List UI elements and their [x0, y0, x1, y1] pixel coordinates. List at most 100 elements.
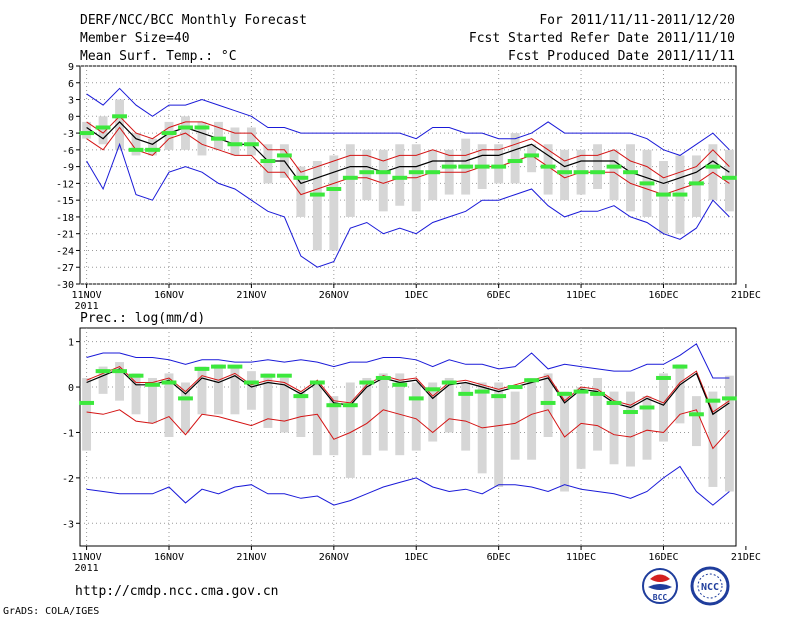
obs-marker — [95, 369, 111, 374]
obs-marker — [540, 400, 556, 405]
spread-bar — [691, 155, 701, 217]
x-tick-label: 11DEC — [566, 552, 596, 563]
x-tick-sublabel: 2011 — [75, 301, 99, 312]
obs-marker — [260, 159, 276, 164]
y-tick-label: -3 — [62, 519, 74, 530]
x-tick-label: 11DEC — [566, 290, 596, 301]
spread-bar — [131, 373, 141, 415]
obs-marker — [326, 403, 342, 408]
y-tick-label: -27 — [56, 263, 74, 274]
spread-bar — [659, 161, 668, 234]
obs-marker — [194, 125, 210, 130]
x-tick-label: 21DEC — [731, 290, 761, 301]
spread-bar — [296, 391, 306, 437]
plot-frame — [79, 327, 737, 547]
spread-bar — [378, 149, 388, 212]
spread-bar — [626, 391, 635, 467]
obs-marker — [425, 170, 441, 175]
obs-marker — [458, 164, 474, 169]
obs-marker — [227, 142, 243, 147]
obs-marker — [359, 170, 375, 175]
y-tick-label: -3 — [62, 129, 74, 140]
precip-variable-label: Prec.: log(mm/d) — [80, 311, 205, 326]
obs-marker — [474, 164, 490, 169]
source-url: http://cmdp.ncc.cma.gov.cn — [75, 584, 279, 599]
min-line — [86, 142, 730, 268]
obs-marker — [491, 394, 507, 399]
spread-bar — [411, 382, 421, 451]
spread-bar — [329, 396, 339, 456]
x-tick-sublabel: 2011 — [75, 563, 99, 574]
obs-marker — [623, 170, 638, 175]
spread-bar — [510, 133, 520, 184]
x-tick-label: 11NOV — [72, 552, 102, 563]
x-tick-label: 11NOV — [72, 290, 102, 301]
spread-bar — [626, 144, 635, 212]
spread-bar — [345, 144, 355, 217]
obs-marker — [161, 380, 177, 385]
spread-bar — [246, 371, 256, 410]
spread-bar — [246, 127, 256, 156]
obs-marker — [293, 394, 309, 399]
spread-bar — [510, 391, 520, 460]
spread-bar — [98, 116, 108, 145]
obs-marker — [128, 373, 144, 378]
mean-line — [86, 121, 730, 185]
obs-marker — [227, 364, 243, 369]
obs-marker — [161, 131, 177, 136]
spread-bar — [181, 382, 190, 433]
obs-marker — [145, 382, 160, 387]
spread-bar — [82, 121, 92, 139]
y-tick-label: 0 — [68, 383, 74, 394]
obs-marker — [276, 373, 292, 378]
spread-bar — [164, 373, 174, 437]
spread-bar — [362, 149, 372, 201]
spread-bar — [378, 373, 388, 451]
obs-marker — [721, 396, 737, 401]
obs-marker — [606, 164, 622, 169]
obs-marker — [375, 170, 391, 175]
lower-line — [86, 126, 730, 196]
spread-bar — [115, 362, 125, 401]
obs-marker — [721, 175, 737, 180]
obs-marker — [112, 369, 127, 374]
spread-bar — [98, 366, 108, 394]
y-tick-label: -15 — [56, 196, 74, 207]
min-line — [86, 465, 730, 506]
spread-bar — [724, 149, 734, 212]
y-tick-label: 0 — [68, 112, 74, 123]
spread-bar — [659, 373, 668, 442]
obs-marker — [573, 170, 589, 175]
y-tick-label: -18 — [56, 213, 74, 224]
spread-bar — [428, 149, 438, 201]
obs-marker — [309, 380, 325, 385]
obs-marker — [408, 396, 424, 401]
spread-bar — [230, 127, 240, 156]
spread-bar — [576, 387, 586, 469]
spread-bar — [395, 144, 405, 206]
obs-marker — [211, 364, 226, 369]
spread-bar — [428, 382, 438, 442]
obs-marker — [178, 396, 193, 401]
spread-bar — [82, 377, 92, 451]
lower-line — [86, 409, 730, 450]
y-tick-label: 9 — [68, 62, 74, 73]
spread-bar — [115, 99, 125, 150]
x-tick-label: 16DEC — [648, 552, 678, 563]
obs-marker — [441, 380, 457, 385]
spread-bar — [543, 144, 553, 195]
spread-bar — [527, 144, 537, 173]
member-size: Member Size=40 — [80, 31, 190, 46]
spread-bar — [263, 144, 273, 184]
obs-marker — [689, 181, 704, 186]
x-tick-label: 6DEC — [487, 552, 511, 563]
obs-marker — [507, 159, 523, 164]
obs-marker — [342, 175, 358, 180]
obs-marker — [507, 385, 523, 390]
obs-marker — [211, 136, 226, 141]
obs-marker — [359, 380, 375, 385]
spread-bar — [675, 364, 685, 424]
grads-credit: GrADS: COLA/IGES — [3, 606, 99, 617]
